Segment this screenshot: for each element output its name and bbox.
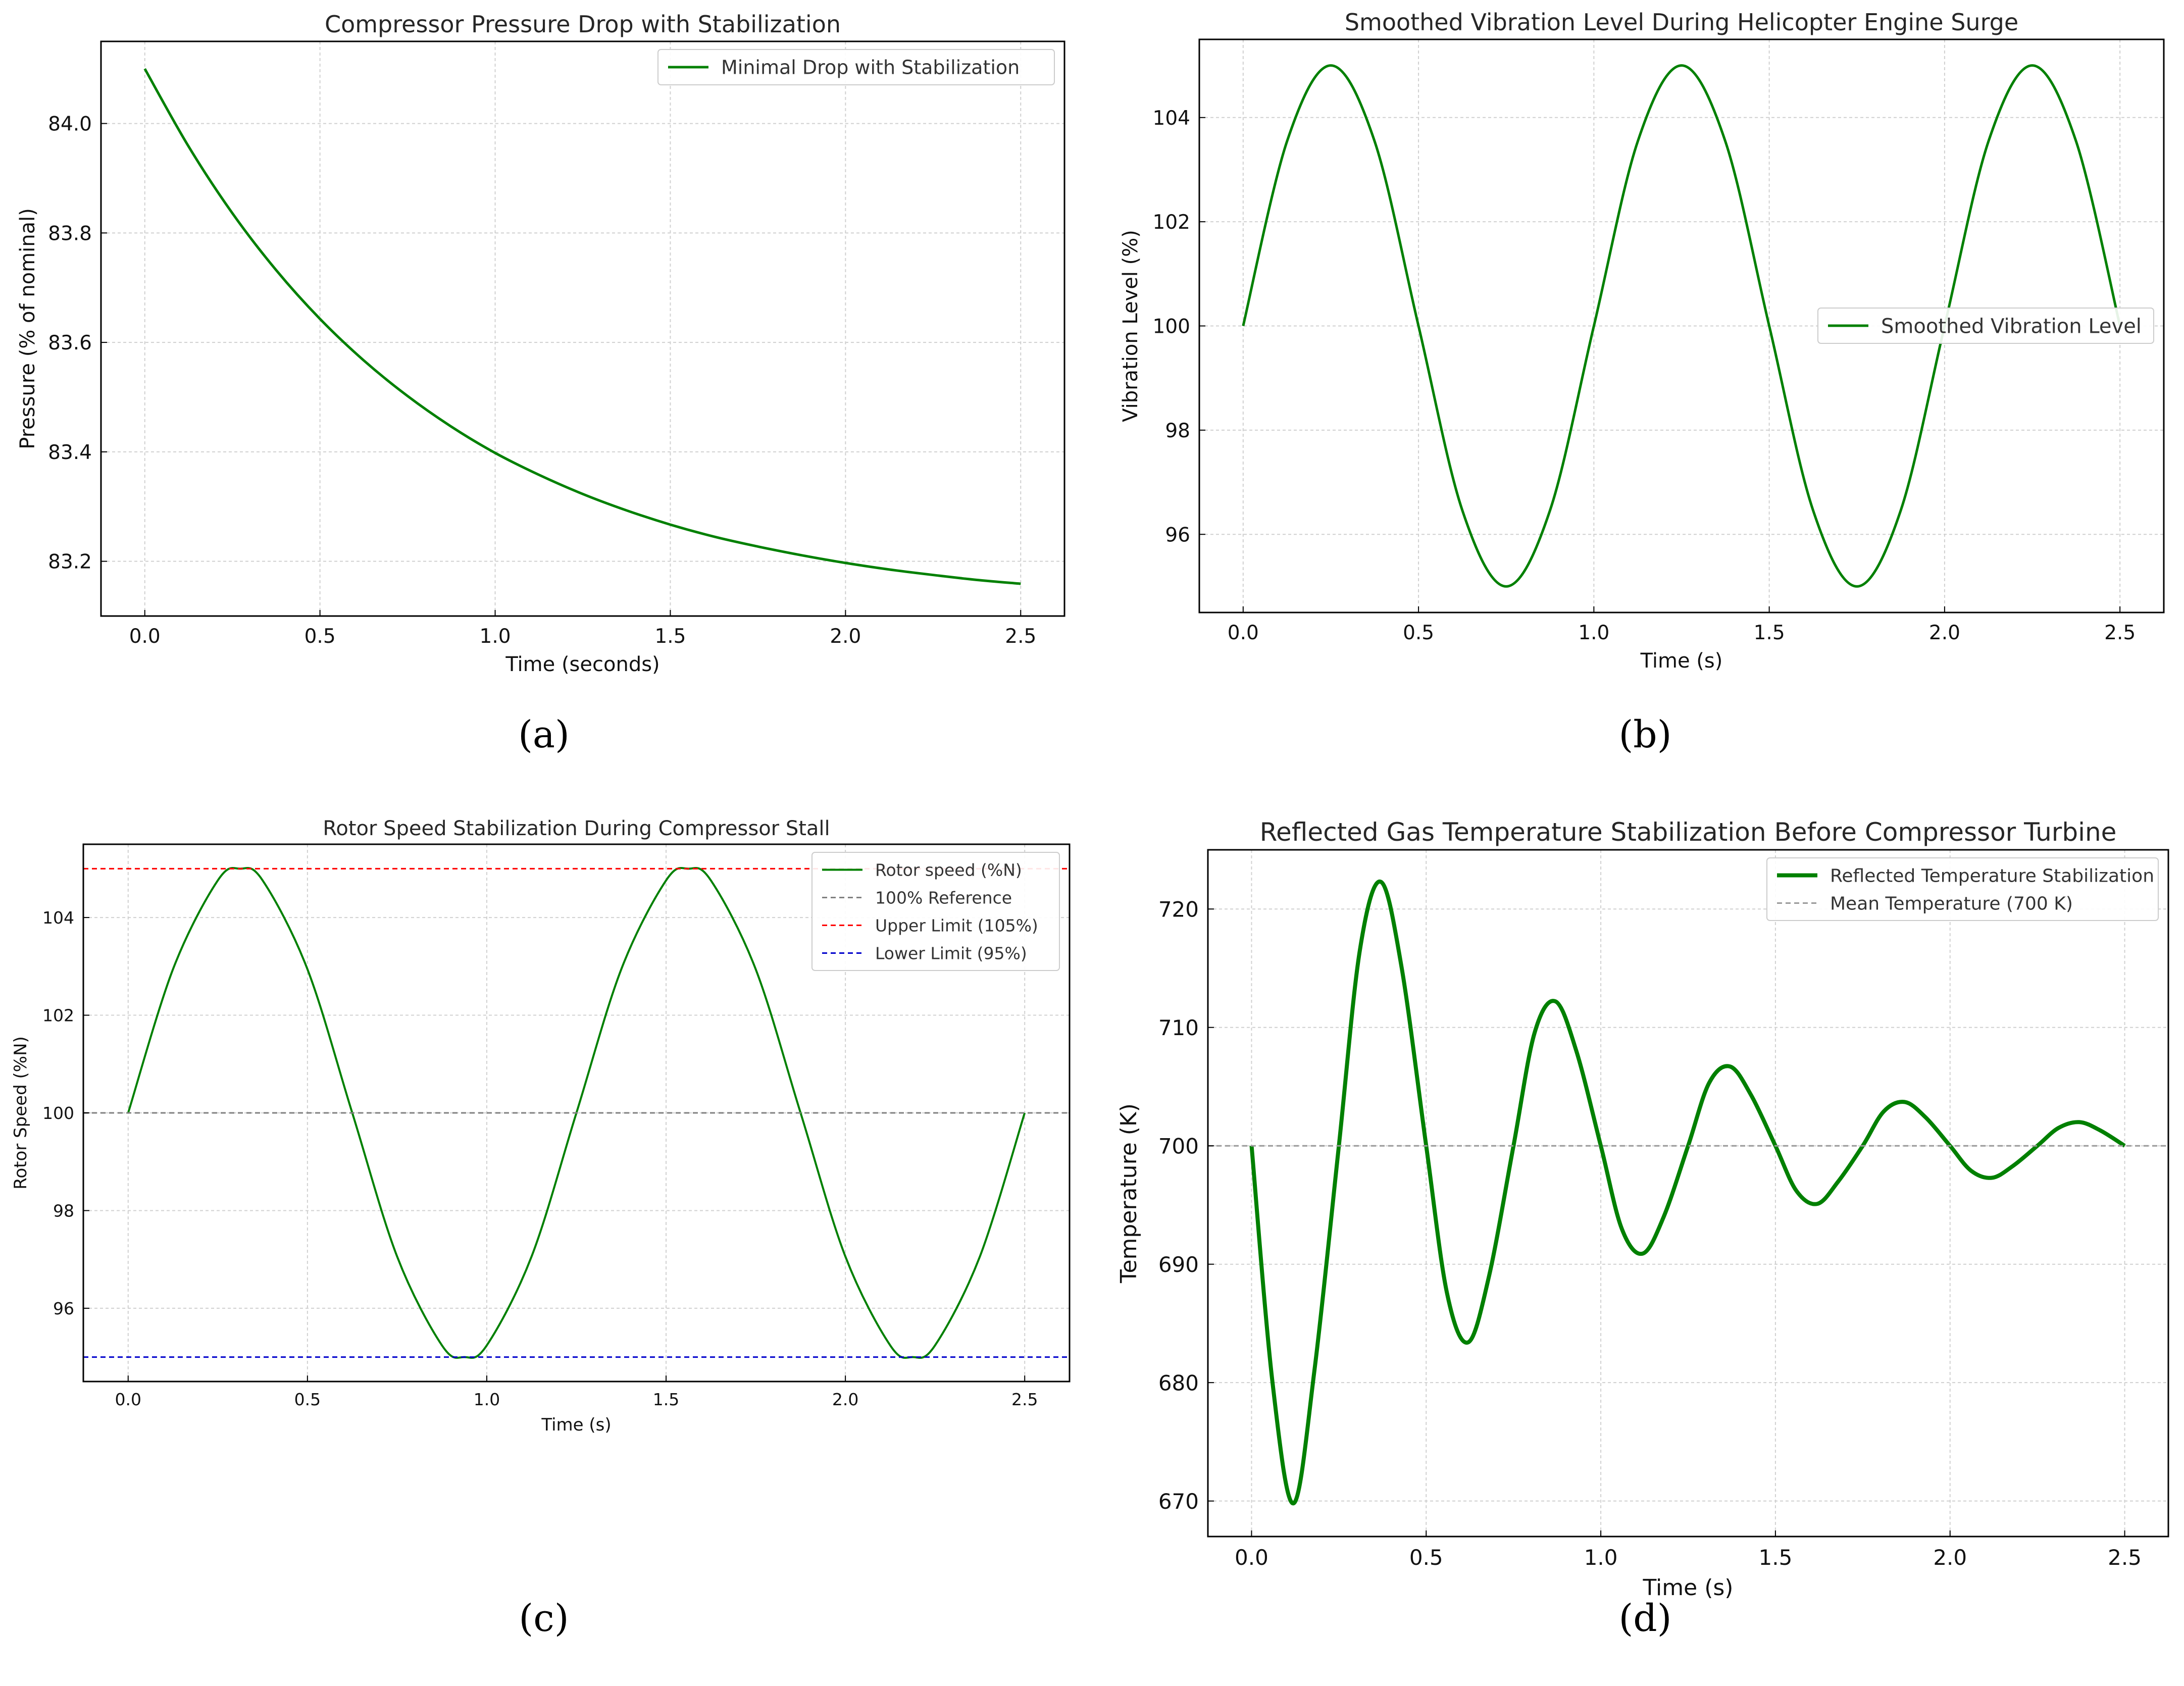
- legend-entry: Minimal Drop with Stabilization: [721, 57, 1020, 79]
- chart-b: 0.0 0.5 1.0 1.5 2.0 2.5 96 98 100 102 104 Smoothed …: [1119, 9, 2165, 756]
- panel-label: (d): [1618, 1597, 1671, 1640]
- y-axis-label: Vibration Level (%): [1119, 230, 1142, 422]
- y-tick-label: 680: [1158, 1370, 1199, 1395]
- x-axis-label: Time (seconds): [505, 653, 659, 676]
- chart-d: 0.0 0.5 1.0 1.5 2.0 2.5 670 680 690 700 710 720 Refl…: [1116, 818, 2169, 1640]
- x-tick-label: 2.0: [1933, 1545, 1967, 1570]
- y-tick-label: 104: [42, 908, 74, 928]
- y-tick-label: 98: [53, 1201, 74, 1220]
- legend-box: [1766, 857, 2159, 921]
- x-tick-label: 2.0: [830, 625, 861, 648]
- x-tick-label: 1.5: [653, 1390, 679, 1409]
- legend: Smoothed Vibration Level: [1817, 308, 2154, 344]
- x-tick-label: 1.5: [654, 625, 686, 648]
- x-axis-label: Time (s): [1640, 649, 1723, 673]
- y-tick-label: 102: [1153, 211, 1190, 234]
- y-axis-label: Pressure (% of nominal): [16, 208, 39, 449]
- x-tick-label: 0.0: [129, 625, 161, 648]
- legend-box: [657, 49, 1055, 85]
- panel-label: (a): [518, 713, 570, 756]
- x-tick-label: 0.5: [304, 625, 336, 648]
- x-tick-label: 1.0: [480, 625, 511, 648]
- series-line: [1249, 880, 2126, 1506]
- y-tick-label: 83.4: [48, 441, 92, 464]
- axes-frame: [100, 40, 1065, 617]
- x-tick-label: 2.0: [832, 1390, 858, 1409]
- y-tick-label: 96: [1165, 524, 1190, 546]
- legend-entry: Reflected Temperature Stabilization: [1830, 865, 2154, 886]
- legend-entry: Smoothed Vibration Level: [1881, 315, 2142, 338]
- y-tick-label: 720: [1158, 897, 1199, 922]
- legend-entry: 100% Reference: [875, 888, 1012, 907]
- legend-entry: Rotor speed (%N): [875, 860, 1022, 880]
- x-tick-label: 0.5: [1409, 1545, 1443, 1570]
- y-tick-label: 96: [53, 1299, 74, 1318]
- y-tick-label: 84.0: [48, 113, 92, 136]
- y-axis-label: Temperature (K): [1116, 1103, 1142, 1284]
- x-tick-label: 0.5: [294, 1390, 321, 1409]
- legend: Minimal Drop with Stabilization: [657, 49, 1055, 85]
- y-tick-label: 710: [1158, 1015, 1199, 1040]
- legend-entry: Lower Limit (95%): [875, 943, 1027, 963]
- legend-box: [811, 852, 1060, 971]
- y-tick-label: 100: [1153, 316, 1190, 338]
- y-tick-label: 83.8: [48, 222, 92, 245]
- x-tick-label: 0.0: [1228, 622, 1259, 644]
- y-axis-label: Rotor Speed (%N): [11, 1036, 31, 1189]
- y-tick-label: 690: [1158, 1252, 1199, 1277]
- y-tick-label: 104: [1153, 107, 1190, 130]
- chart-title: Compressor Pressure Drop with Stabilizat…: [325, 11, 841, 38]
- chart-title: Rotor Speed Stabilization During Compres…: [323, 817, 830, 840]
- x-tick-label: 2.5: [2108, 1545, 2142, 1570]
- chart-title: Smoothed Vibration Level During Helicopt…: [1345, 9, 2018, 36]
- chart-c: 0.0 0.5 1.0 1.5 2.0 2.5 96 98 100 102 104 Rotor Spe…: [11, 817, 1071, 1640]
- chart-title: Reflected Gas Temperature Stabilization …: [1260, 818, 2117, 847]
- axes-frame: [1207, 849, 2169, 1538]
- legend: Reflected Temperature Stabilization Mean …: [1766, 857, 2159, 921]
- x-tick-label: 2.5: [1011, 1390, 1038, 1409]
- x-tick-label: 1.0: [474, 1390, 500, 1409]
- panel-label: (b): [1618, 713, 1671, 756]
- x-tick-label: 1.0: [1578, 622, 1609, 644]
- x-tick-label: 2.0: [1929, 622, 1960, 644]
- y-tick-label: 83.6: [48, 332, 92, 354]
- y-tick-label: 83.2: [48, 551, 92, 574]
- x-tick-label: 2.5: [2104, 622, 2136, 644]
- legend: Rotor speed (%N) 100% Reference Upper Limi…: [811, 852, 1060, 971]
- panel-label: (c): [519, 1597, 569, 1640]
- x-tick-label: 0.0: [1235, 1545, 1268, 1570]
- legend-box: [1817, 308, 2154, 344]
- y-tick-label: 102: [42, 1005, 74, 1025]
- y-tick-label: 700: [1158, 1134, 1199, 1158]
- x-tick-label: 1.0: [1584, 1545, 1618, 1570]
- x-tick-label: 1.5: [1754, 622, 1785, 644]
- series-line: [143, 68, 1021, 585]
- x-axis-label: Time (s): [1643, 1575, 1734, 1601]
- x-tick-label: 2.5: [1005, 625, 1036, 648]
- y-tick-label: 670: [1158, 1489, 1199, 1514]
- x-axis-label: Time (s): [541, 1415, 611, 1435]
- legend-entry: Mean Temperature (700 K): [1830, 893, 2073, 914]
- legend-entry: Upper Limit (105%): [875, 915, 1038, 935]
- x-tick-label: 0.5: [1403, 622, 1434, 644]
- x-tick-label: 0.0: [115, 1390, 141, 1409]
- y-tick-label: 98: [1165, 420, 1190, 442]
- y-tick-label: 100: [42, 1103, 74, 1123]
- chart-a: 0.0 0.5 1.0 1.5 2.0 2.5 83.2 83.4 83.6 83.8 84.0 Co…: [16, 11, 1065, 756]
- x-tick-label: 1.5: [1759, 1545, 1793, 1570]
- series-line: [1242, 64, 2121, 588]
